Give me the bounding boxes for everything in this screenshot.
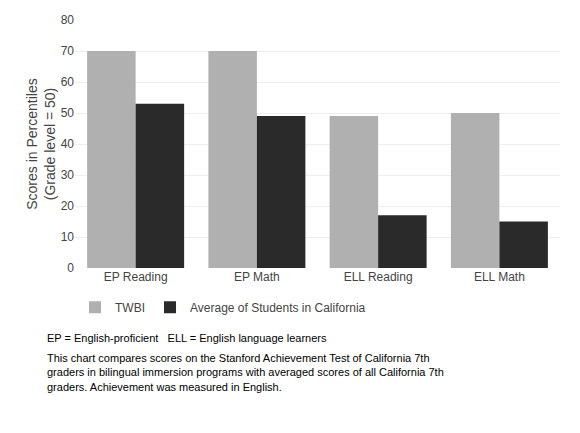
svg-text:EP Reading: EP Reading bbox=[104, 270, 168, 284]
svg-text:40: 40 bbox=[61, 137, 75, 151]
svg-text:0: 0 bbox=[67, 261, 74, 275]
svg-text:70: 70 bbox=[61, 44, 75, 58]
svg-text:ELL Math: ELL Math bbox=[474, 270, 525, 284]
svg-text:EP = English-proficient ELL: EP = English-proficient ELL = English la… bbox=[47, 332, 327, 344]
svg-text:This chart compares scores on: This chart compares scores on the Stanfo… bbox=[47, 352, 444, 393]
svg-text:50: 50 bbox=[61, 106, 75, 120]
svg-text:60: 60 bbox=[61, 75, 75, 89]
svg-text:30: 30 bbox=[61, 168, 75, 182]
svg-text:80: 80 bbox=[61, 13, 75, 27]
svg-text:Average of Students in Califor: Average of Students in California bbox=[190, 301, 366, 315]
svg-text:ELL Reading: ELL Reading bbox=[344, 270, 413, 284]
svg-text:10: 10 bbox=[61, 230, 75, 244]
svg-text:20: 20 bbox=[61, 199, 75, 213]
svg-text:EP Math: EP Math bbox=[234, 270, 280, 284]
svg-text:TWBI: TWBI bbox=[115, 301, 145, 315]
svg-text:Scores in Percentiles(Grade le: Scores in Percentiles(Grade level = 50) bbox=[24, 78, 58, 210]
